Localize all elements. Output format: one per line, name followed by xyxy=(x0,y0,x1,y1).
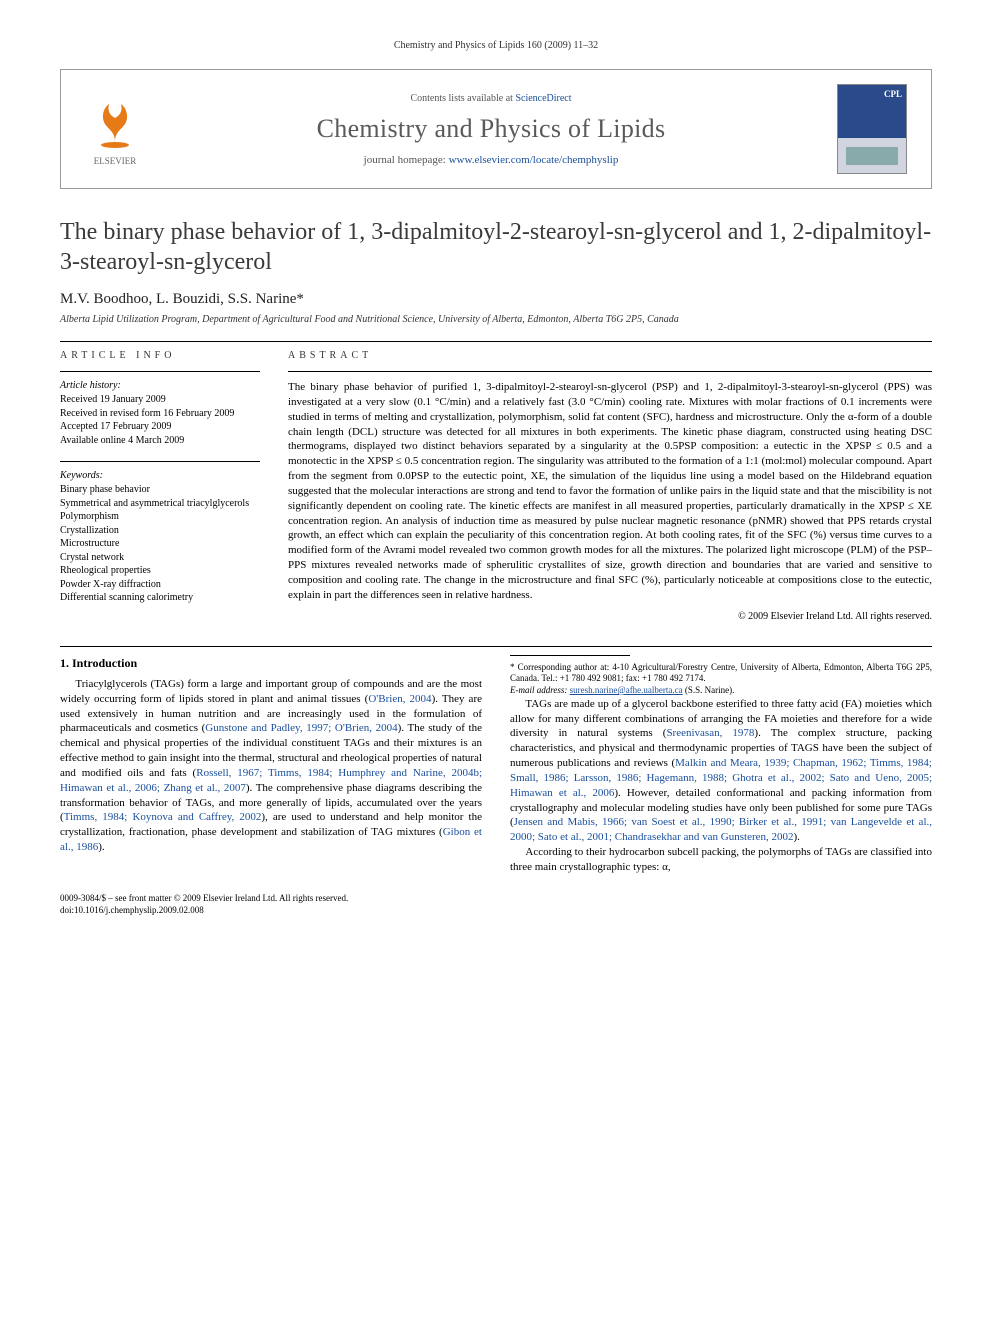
keyword: Crystallization xyxy=(60,524,260,538)
history-line: Received 19 January 2009 xyxy=(60,393,260,407)
keyword: Differential scanning calorimetry xyxy=(60,591,260,605)
divider xyxy=(60,341,932,342)
divider xyxy=(60,646,932,647)
keyword: Rheological properties xyxy=(60,564,260,578)
journal-homepage-link[interactable]: www.elsevier.com/locate/chemphyslip xyxy=(449,154,619,166)
contents-prefix: Contents lists available at xyxy=(410,93,515,104)
citation-link[interactable]: Timms, 1984; Koynova and Caffrey, 2002 xyxy=(64,811,262,823)
citation-link[interactable]: O'Brien, 2004 xyxy=(368,693,431,705)
keyword: Polymorphism xyxy=(60,510,260,524)
keyword: Symmetrical and asymmetrical triacylglyc… xyxy=(60,497,260,511)
keyword: Crystal network xyxy=(60,551,260,565)
body-two-columns: 1. Introduction Triacylglycerols (TAGs) … xyxy=(60,655,932,875)
cover-thumb-wrap xyxy=(827,84,917,174)
history-line: Available online 4 March 2009 xyxy=(60,434,260,448)
divider xyxy=(288,371,932,372)
body-paragraph: TAGs are made up of a glycerol backbone … xyxy=(510,697,932,845)
running-head: Chemistry and Physics of Lipids 160 (200… xyxy=(60,40,932,51)
citation-link[interactable]: Gunstone and Padley, 1997; O'Brien, 2004 xyxy=(205,722,397,734)
email-footnote: E-mail address: suresh.narine@afhe.ualbe… xyxy=(510,685,932,697)
keywords-head: Keywords: xyxy=(60,470,260,481)
citation-link[interactable]: Sreenivasan, 1978 xyxy=(666,727,754,739)
contents-available-line: Contents lists available at ScienceDirec… xyxy=(167,93,815,104)
info-abstract-row: ARTICLE INFO Article history: Received 1… xyxy=(60,350,932,622)
elsevier-tree-icon xyxy=(85,92,145,152)
keywords-block: Keywords: Binary phase behavior Symmetri… xyxy=(60,470,260,605)
keyword: Microstructure xyxy=(60,537,260,551)
article-info-column: ARTICLE INFO Article history: Received 1… xyxy=(60,350,260,622)
abstract-label: ABSTRACT xyxy=(288,350,932,361)
divider xyxy=(60,371,260,372)
article-history-block: Article history: Received 19 January 200… xyxy=(60,380,260,447)
journal-name: Chemistry and Physics of Lipids xyxy=(167,114,815,144)
email-suffix: (S.S. Narine). xyxy=(683,685,735,695)
page-root: Chemistry and Physics of Lipids 160 (200… xyxy=(0,0,992,956)
abstract-copyright: © 2009 Elsevier Ireland Ltd. All rights … xyxy=(288,611,932,622)
publisher-label: ELSEVIER xyxy=(94,156,137,166)
history-line: Accepted 17 February 2009 xyxy=(60,420,260,434)
author-email-link[interactable]: suresh.narine@afhe.ualberta.ca xyxy=(570,685,683,695)
author-list: M.V. Boodhoo, L. Bouzidi, S.S. Narine* xyxy=(60,291,932,308)
homepage-line: journal homepage: www.elsevier.com/locat… xyxy=(167,154,815,166)
citation-link[interactable]: Jensen and Mabis, 1966; van Soest et al.… xyxy=(510,816,932,843)
section-heading-introduction: 1. Introduction xyxy=(60,655,482,671)
footnote-separator xyxy=(510,655,630,656)
divider xyxy=(60,461,260,462)
history-line: Received in revised form 16 February 200… xyxy=(60,407,260,421)
abstract-text: The binary phase behavior of purified 1,… xyxy=(288,380,932,603)
abstract-column: ABSTRACT The binary phase behavior of pu… xyxy=(288,350,932,622)
body-paragraph: Triacylglycerols (TAGs) form a large and… xyxy=(60,677,482,855)
sciencedirect-link[interactable]: ScienceDirect xyxy=(515,93,571,104)
article-title: The binary phase behavior of 1, 3-dipalm… xyxy=(60,217,932,277)
keyword: Binary phase behavior xyxy=(60,483,260,497)
doi-block: 0009-3084/$ – see front matter © 2009 El… xyxy=(60,893,932,916)
affiliation: Alberta Lipid Utilization Program, Depar… xyxy=(60,314,932,325)
article-info-label: ARTICLE INFO xyxy=(60,350,260,361)
journal-masthead: ELSEVIER Contents lists available at Sci… xyxy=(60,69,932,189)
homepage-prefix: journal homepage: xyxy=(364,154,449,166)
corresponding-author-footnote: * Corresponding author at: 4-10 Agricult… xyxy=(510,662,932,685)
front-matter-line: 0009-3084/$ – see front matter © 2009 El… xyxy=(60,893,932,905)
doi-line: doi:10.1016/j.chemphyslip.2009.02.008 xyxy=(60,905,932,917)
email-label: E-mail address: xyxy=(510,685,570,695)
body-paragraph: According to their hydrocarbon subcell p… xyxy=(510,845,932,875)
keyword: Powder X-ray diffraction xyxy=(60,578,260,592)
publisher-block: ELSEVIER xyxy=(75,92,155,166)
masthead-center: Contents lists available at ScienceDirec… xyxy=(155,93,827,166)
article-history-head: Article history: xyxy=(60,380,260,391)
journal-cover-thumbnail xyxy=(837,84,907,174)
